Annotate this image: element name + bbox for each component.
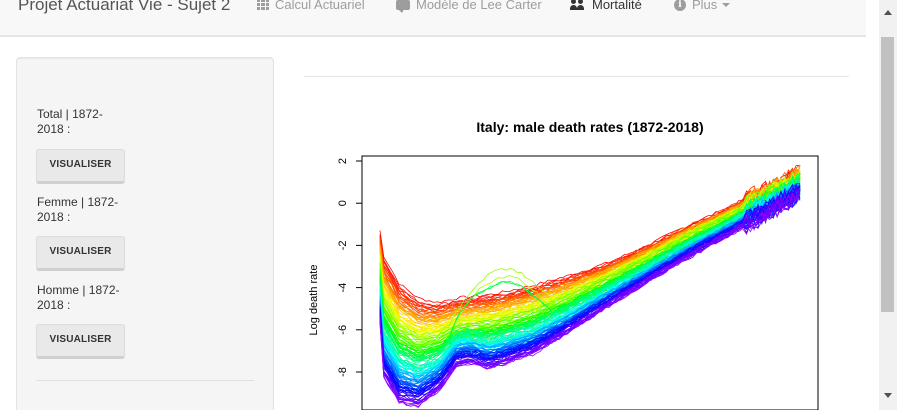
y-tick-label: 2 [337, 158, 349, 164]
series-line [379, 187, 801, 403]
sidebar-panel: Total | 1872-2018 : VISUALISER Femme | 1… [16, 57, 274, 410]
series-line [379, 178, 801, 329]
y-tick-label: -8 [337, 367, 349, 377]
series-line [379, 183, 801, 392]
divider [36, 380, 254, 381]
y-tick-label: -2 [337, 241, 349, 251]
series-line [379, 172, 801, 341]
series-line [379, 164, 801, 316]
series-line [379, 183, 801, 346]
vertical-scrollbar[interactable] [879, 0, 897, 410]
nav-label: Modèle de Lee Carter [416, 0, 542, 12]
nav-plus-dropdown[interactable]: i Plus [674, 0, 731, 12]
scroll-up-arrow-icon[interactable] [884, 10, 892, 15]
nav-calcul-actuariel[interactable]: Calcul Actuariel [257, 0, 365, 12]
visualiser-femme-button[interactable]: VISUALISER [36, 236, 125, 271]
scroll-thumb[interactable] [881, 37, 894, 312]
series-line [379, 183, 801, 379]
series-line [379, 175, 801, 348]
plot-frame [361, 155, 819, 410]
scroll-down-arrow-icon[interactable] [884, 393, 892, 398]
series-line [379, 169, 801, 309]
y-tick-label: -6 [337, 325, 349, 335]
y-tick-label: -4 [337, 283, 349, 293]
series-line [379, 182, 801, 381]
series-line [379, 177, 801, 331]
visualiser-homme-button[interactable]: VISUALISER [36, 324, 125, 359]
series-line [379, 176, 801, 332]
nav-modele-lee-carter[interactable]: Modèle de Lee Carter [396, 0, 542, 13]
y-axis-label: Log death rate [308, 265, 320, 336]
chart-title: Italy: male death rates (1872-2018) [476, 119, 703, 135]
visualiser-total-button[interactable]: VISUALISER [36, 149, 125, 184]
y-tick-label: 0 [337, 200, 349, 206]
femme-label: Femme | 1872-2018 : [37, 195, 119, 224]
nav-label: Calcul Actuariel [275, 0, 365, 12]
users-icon [570, 0, 586, 10]
y-axis: 2 0 -2 -4 -6 -8 [337, 158, 362, 377]
homme-label: Homme | 1872-2018 : [37, 283, 120, 312]
info-circle-icon: i [674, 0, 686, 11]
total-label: Total | 1872-2018 : [37, 107, 103, 136]
divider [304, 76, 849, 77]
series-group [379, 164, 801, 409]
navbar: Projet Actuariat Vie - Sujet 2 Calcul Ac… [0, 0, 866, 37]
series-line [379, 193, 801, 409]
series-line [379, 173, 801, 350]
table-icon [257, 0, 269, 10]
brand-title[interactable]: Projet Actuariat Vie - Sujet 2 [18, 0, 231, 14]
series-line [379, 187, 801, 398]
series-line [379, 170, 801, 339]
comments-icon [396, 0, 410, 13]
series-line [379, 182, 801, 370]
series-line [379, 185, 801, 383]
mortality-chart: Italy: male death rates (1872-2018) Log … [308, 119, 819, 410]
series-line [379, 164, 801, 307]
series-line [379, 164, 801, 321]
caret-down-icon [722, 2, 731, 7]
nav-label: Mortalité [592, 0, 642, 12]
nav-mortalite[interactable]: Mortalité [570, 0, 642, 12]
series-line [379, 172, 801, 357]
nav-label: Plus [692, 0, 718, 12]
